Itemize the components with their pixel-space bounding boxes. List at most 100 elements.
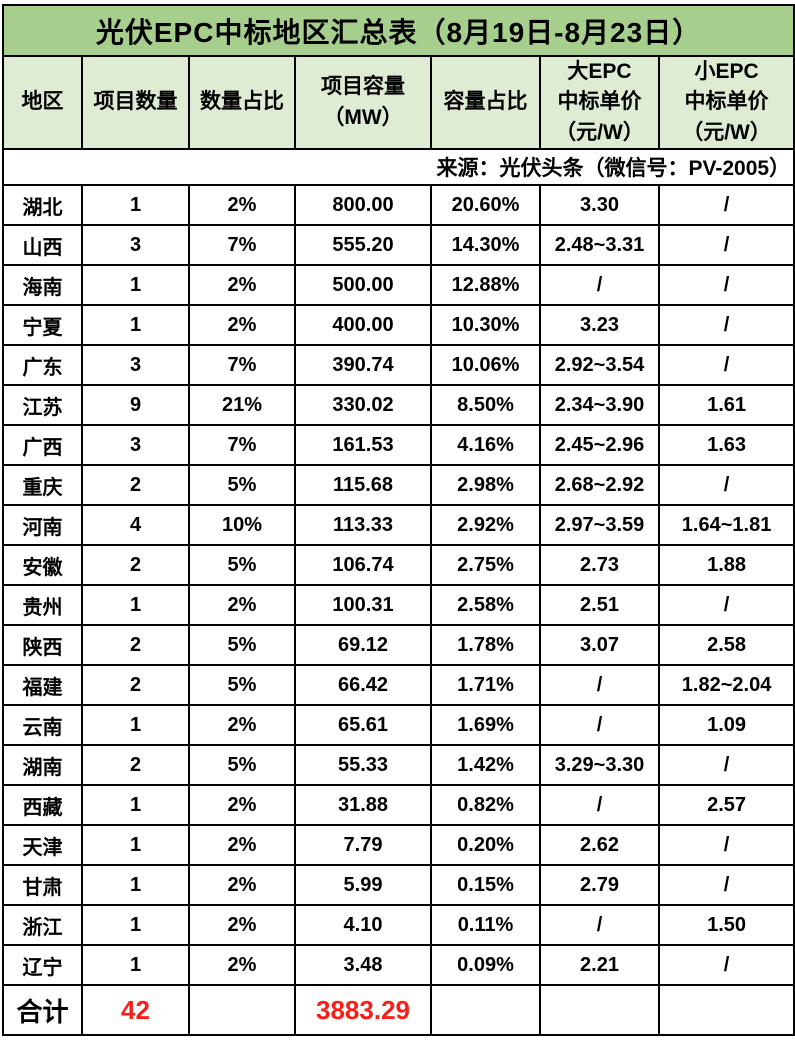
region-cell: 天津 (2, 824, 83, 867)
value-cell: 2.58 (657, 624, 795, 667)
value-cell: 0.20% (430, 824, 541, 867)
column-header: 数量占比 (188, 54, 296, 151)
value-cell: 1.61 (657, 384, 795, 427)
table-row: 山西 3 7% 555.20 14.30% 2.48~3.31/ (2, 224, 795, 267)
value-cell: 2.68~2.92 (539, 464, 660, 507)
table-row: 广西 3 7% 161.53 4.16% 2.45~2.96 1.63 (2, 424, 795, 467)
value-cell: 1.64~1.81 (657, 504, 795, 547)
value-cell: 2 (81, 624, 190, 667)
title-row: 光伏EPC中标地区汇总表（8月19日-8月23日） (1, 4, 795, 57)
value-cell: 100.31 (294, 584, 432, 627)
column-header: 项目容量 （MW） (294, 54, 432, 151)
value-cell: 1 (81, 864, 190, 907)
table-row: 江苏 9 21% 330.02 8.50% 2.34~3.90 1.61 (2, 384, 795, 427)
value-cell: 1.71% (430, 664, 541, 707)
value-cell: 5% (188, 544, 296, 587)
value-cell: 330.02 (294, 384, 432, 427)
value-cell: 3.07 (539, 624, 660, 667)
column-header-line: （元/W） (682, 120, 771, 144)
column-header-line: 大EPC (567, 60, 632, 83)
table-row: 广东 3 7% 390.74 10.06% 2.92~3.54/ (2, 344, 795, 387)
value-cell: 10% (188, 504, 296, 547)
value-cell: 2.73 (539, 544, 660, 587)
value-cell: 3 (81, 424, 190, 467)
total-value: 42 (81, 984, 190, 1037)
value-cell: 65.61 (294, 704, 432, 747)
column-header: 地区 (2, 54, 83, 151)
source-note: 来源：光伏头条（微信号：PV-2005） (1, 148, 795, 187)
value-cell: 2.45~2.96 (539, 424, 660, 467)
value-cell: 800.00 (294, 184, 432, 227)
value-cell: 55.33 (294, 744, 432, 787)
value-cell: 2% (188, 824, 296, 867)
value-cell: / (657, 304, 795, 347)
value-cell: 1 (81, 904, 190, 947)
table-row: 云南 1 2% 65.61 1.69%/1.09 (2, 704, 795, 747)
value-cell: 1 (81, 944, 190, 987)
total-empty-cell (539, 984, 660, 1037)
value-cell: 400.00 (294, 304, 432, 347)
column-header-line: （元/W） (555, 120, 644, 144)
value-cell: 1 (81, 704, 190, 747)
value-cell: 2 (81, 664, 190, 707)
value-cell: 555.20 (294, 224, 432, 267)
value-cell: 2% (188, 584, 296, 627)
value-cell: / (539, 664, 660, 707)
value-cell: 106.74 (294, 544, 432, 587)
value-cell: 4.16% (430, 424, 541, 467)
region-cell: 西藏 (2, 784, 83, 827)
value-cell: 0.15% (430, 864, 541, 907)
value-cell: 1 (81, 304, 190, 347)
value-cell: 2.98% (430, 464, 541, 507)
value-cell: 10.06% (430, 344, 541, 387)
total-empty-cell (657, 984, 795, 1037)
value-cell: 2.51 (539, 584, 660, 627)
value-cell: 2.92% (430, 504, 541, 547)
value-cell: 1.88 (657, 544, 795, 587)
value-cell: 2.62 (539, 824, 660, 867)
value-cell: 1.42% (430, 744, 541, 787)
region-cell: 海南 (2, 264, 83, 307)
table-row: 浙江 1 2% 4.10 0.11%/1.50 (2, 904, 795, 947)
value-cell: / (539, 264, 660, 307)
column-header-line: 中标单价 (557, 90, 642, 114)
table-row: 贵州 1 2% 100.31 2.58% 2.51/ (2, 584, 795, 627)
value-cell: 1.50 (657, 904, 795, 947)
table-row: 海南 1 2% 500.00 12.88% / / (2, 264, 795, 307)
value-cell: 12.88% (430, 264, 541, 307)
region-cell: 陕西 (2, 624, 83, 667)
column-header: 容量占比 (430, 54, 541, 151)
value-cell: 2 (81, 464, 190, 507)
value-cell: 161.53 (294, 424, 432, 467)
value-cell: 1 (81, 824, 190, 867)
value-cell: 5% (188, 744, 296, 787)
value-cell: / (539, 784, 660, 827)
value-cell: 1.63 (657, 424, 795, 467)
region-cell: 贵州 (2, 584, 83, 627)
table-row: 陕西 2 5% 69.12 1.78% 3.07 2.58 (2, 624, 795, 667)
column-header-line: 数量占比 (200, 90, 284, 114)
table-row: 天津 1 2% 7.79 0.20% 2.62/ (2, 824, 795, 867)
total-row: 合计 42 3883.29 (2, 984, 795, 1037)
value-cell: 1 (81, 584, 190, 627)
value-cell: 2.57 (657, 784, 795, 827)
region-cell: 重庆 (2, 464, 83, 507)
value-cell: 5% (188, 664, 296, 707)
column-header-line: 地区 (21, 90, 64, 114)
value-cell: / (657, 464, 795, 507)
region-cell: 宁夏 (2, 304, 83, 347)
value-cell: 2% (188, 184, 296, 227)
value-cell: 2% (188, 944, 296, 987)
value-cell: 66.42 (294, 664, 432, 707)
source-row: 来源：光伏头条（微信号：PV-2005） (1, 148, 795, 187)
value-cell: 9 (81, 384, 190, 427)
value-cell: 0.82% (430, 784, 541, 827)
value-cell: 1.82~2.04 (657, 664, 795, 707)
column-header-line: 项目数量 (93, 90, 178, 114)
value-cell: 2 (81, 544, 190, 587)
value-cell: 115.68 (294, 464, 432, 507)
table-row: 重庆 2 5% 115.68 2.98% 2.68~2.92/ (2, 464, 795, 507)
region-cell: 广东 (2, 344, 83, 387)
column-header-line: 小EPC (694, 60, 759, 83)
value-cell: 3 (81, 224, 190, 267)
